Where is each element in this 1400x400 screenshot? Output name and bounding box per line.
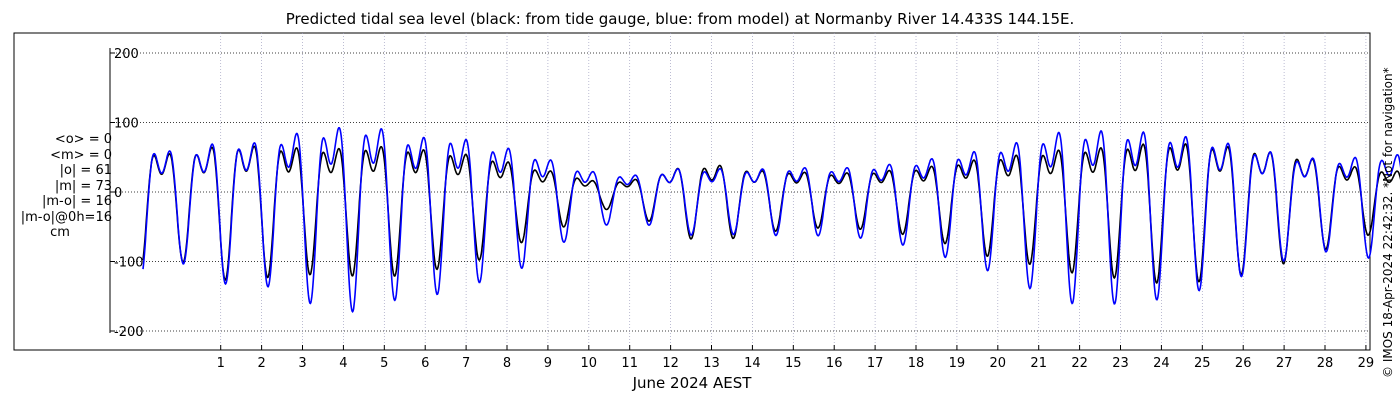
x-tick-label: 10	[581, 356, 598, 371]
x-tick-label: 8	[503, 356, 511, 371]
plot-frame	[13, 32, 1371, 351]
chart-title: Predicted tidal sea level (black: from t…	[286, 10, 1075, 28]
x-tick-label: 26	[1235, 356, 1252, 371]
model-series	[142, 127, 1400, 314]
x-tick-label: 6	[421, 356, 429, 371]
x-tick-label: 7	[462, 356, 470, 371]
x-tick-label: 28	[1317, 356, 1334, 371]
x-tick-label: 17	[867, 356, 884, 371]
x-axis-label: June 2024 AEST	[632, 374, 753, 392]
x-tick-label: 27	[1276, 356, 1293, 371]
stat-abs-model: |m| = 73	[54, 178, 112, 194]
x-tick-label: 5	[380, 356, 388, 371]
x-tick-label: 2	[257, 356, 265, 371]
x-tick-label: 19	[949, 356, 966, 371]
y-tick-label: 100	[114, 117, 139, 132]
x-tick-label: 16	[826, 356, 843, 371]
x-tick-label: 13	[703, 356, 720, 371]
x-tick-label: 14	[744, 356, 761, 371]
grid-lines	[110, 33, 1370, 350]
x-tick-label: 21	[1030, 356, 1047, 371]
x-tick-label: 1	[217, 356, 225, 371]
x-tick-label: 25	[1194, 356, 1211, 371]
x-tick-label: 22	[1071, 356, 1088, 371]
y-tick-label: 0	[114, 186, 122, 201]
x-tick-label: 15	[785, 356, 802, 371]
x-tick-label: 9	[544, 356, 552, 371]
stat-mean-model: <m> = 0	[50, 147, 112, 163]
x-tick-label: 18	[908, 356, 925, 371]
x-tick-label: 20	[990, 356, 1007, 371]
x-tick-label: 12	[662, 356, 679, 371]
x-tick-label: 29	[1358, 356, 1375, 371]
x-tick-label: 24	[1153, 356, 1170, 371]
x-tick-label: 11	[621, 356, 638, 371]
y-tick-label: 200	[114, 47, 139, 62]
x-tick-label: 3	[298, 356, 306, 371]
stat-unit: cm	[50, 225, 70, 240]
stat-abs-diff-0h: |m-o|@0h=16	[20, 209, 112, 225]
stat-abs-diff: |m-o| = 16	[41, 194, 112, 209]
series-lines	[142, 127, 1400, 314]
y-tick-label: -100	[114, 256, 144, 271]
y-tick-label: -200	[114, 325, 144, 340]
x-tick-label: 4	[339, 356, 347, 371]
stat-abs-obs: |o| = 61	[59, 163, 112, 178]
stat-mean-obs: <o> = 0	[54, 132, 112, 147]
axes	[109, 48, 1367, 350]
x-tick-label: 23	[1112, 356, 1129, 371]
statistics-panel: <o> = 0 <m> = 0 |o| = 61 |m| = 73 |m-o| …	[8, 132, 112, 241]
copyright-note: © IMOS 18-Apr-2024 22:42:32. *Not for na…	[1381, 67, 1395, 378]
